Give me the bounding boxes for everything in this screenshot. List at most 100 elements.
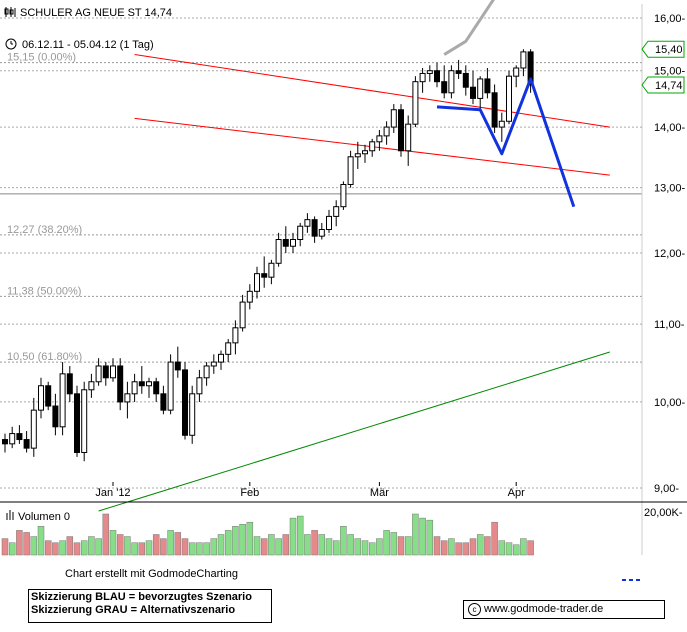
volume-bar	[318, 534, 326, 556]
volume-axis-label: 20,00K-	[644, 507, 683, 519]
x-tick-label: Jan '12	[95, 487, 130, 499]
volume-bar	[174, 532, 182, 556]
candle-body	[383, 126, 390, 137]
candle-body	[167, 361, 174, 411]
volume-bar	[30, 536, 38, 556]
candle-body	[52, 405, 59, 428]
candle-body	[390, 109, 397, 128]
y-tick-label: 13,00-	[654, 183, 686, 195]
trendline	[98, 351, 610, 512]
volume-bar	[476, 534, 484, 556]
volume-bar	[390, 532, 398, 556]
volume-bar	[340, 526, 347, 556]
volume-bar	[275, 538, 282, 556]
volume-bar	[376, 538, 383, 556]
volume-bar	[239, 524, 246, 556]
volume-bar	[260, 538, 268, 556]
fibonacci-lines	[0, 62, 642, 363]
candle-body	[225, 342, 232, 355]
volume-bar	[44, 540, 52, 556]
volume-bar	[109, 530, 117, 556]
candle-body	[196, 377, 203, 395]
volume-bar	[332, 540, 340, 556]
volume-bar	[246, 521, 254, 556]
fib-label-3: 10,50 (61.80%)	[7, 351, 82, 363]
scenario-legend-box: Skizzierung BLAU = bevorzugtes Szenario …	[28, 589, 272, 623]
candle-body	[441, 81, 448, 94]
volume-bar	[52, 542, 59, 556]
candle-body	[484, 78, 491, 94]
source-link[interactable]: www.godmode-trader.de	[484, 603, 604, 615]
y-tick-label: 12,00-	[654, 248, 686, 260]
volume-bar	[505, 542, 513, 556]
candle-body	[59, 373, 66, 428]
fib-label-2: 11,38 (50.00%)	[7, 285, 81, 297]
candle-body	[138, 381, 145, 387]
candle-body	[333, 206, 340, 217]
candle-body	[498, 120, 505, 128]
candle-body	[124, 393, 131, 403]
volume-bar	[304, 534, 311, 556]
volume-bar	[145, 540, 153, 556]
analysis-lines	[98, 54, 610, 512]
volume-bar	[520, 538, 527, 556]
volume-bar	[412, 513, 419, 556]
volume-bar	[196, 542, 203, 556]
candle-body	[362, 150, 368, 155]
volume-bar	[296, 515, 304, 556]
candle-body	[527, 51, 534, 86]
volume-bar	[527, 540, 534, 556]
candle-body	[268, 262, 275, 278]
volume-bar	[138, 542, 146, 556]
candle-body	[203, 365, 210, 379]
candle-body	[218, 353, 224, 363]
volume-bar	[102, 513, 110, 556]
volume-bar	[397, 536, 405, 556]
y-axis-ticks: 9,00- 10,00- 11,00- 12,00- 13,00- 14,00- 15,00…	[0, 13, 686, 495]
candle-body	[419, 72, 426, 83]
candle-body	[477, 78, 484, 99]
candle-body	[405, 123, 412, 152]
volume-bar	[8, 542, 16, 556]
volume-bar	[124, 536, 131, 556]
chart-title: SCHULER AG NEUE ST 14,74	[20, 7, 172, 19]
candle-body	[30, 409, 37, 449]
volume-bar	[455, 542, 462, 556]
candle-body	[110, 365, 116, 379]
volume-bar	[469, 538, 477, 556]
fibonacci-levels: 15,15 (0.00%) 12,27 (38.20%) 11,38 (50.0…	[7, 52, 82, 363]
candle-body	[369, 141, 376, 152]
candle-body	[23, 439, 30, 449]
volume-bar	[368, 542, 376, 556]
candle-body	[9, 433, 16, 445]
source-box[interactable]: c www.godmode-trader.de	[463, 600, 665, 619]
volume-bar	[131, 542, 138, 556]
candle-body	[412, 81, 419, 125]
volume-bar	[484, 536, 491, 556]
candle-body	[448, 70, 455, 94]
candle-body	[81, 389, 88, 453]
candle-body	[246, 290, 253, 303]
volume-bar	[116, 534, 124, 556]
volume-bar	[59, 540, 66, 556]
volume-bar	[1, 538, 9, 556]
candle-body	[470, 86, 476, 99]
x-tick-label: Mär	[370, 487, 389, 499]
y-tick-label: 9,00-	[654, 483, 679, 495]
volume-bar	[217, 534, 225, 556]
y-tick-label: 16,00-	[654, 13, 686, 25]
legend-line-grey: Skizzierung GRAU = Alternativszenario	[31, 604, 236, 616]
chart-period: 06.12.11 - 05.04.12 (1 Tag)	[22, 39, 154, 51]
grey-scenario-path	[443, 0, 495, 56]
candle-body	[513, 67, 520, 77]
volume-bar	[512, 544, 520, 556]
candle-body	[254, 273, 260, 292]
volume-bar	[433, 536, 441, 556]
volume-bar	[88, 536, 95, 556]
candle-body	[38, 385, 44, 411]
candle-body	[16, 433, 23, 441]
candle-body	[455, 70, 462, 74]
channel-upper-line	[134, 54, 610, 128]
y-tick-label: 15,00-	[654, 66, 686, 78]
